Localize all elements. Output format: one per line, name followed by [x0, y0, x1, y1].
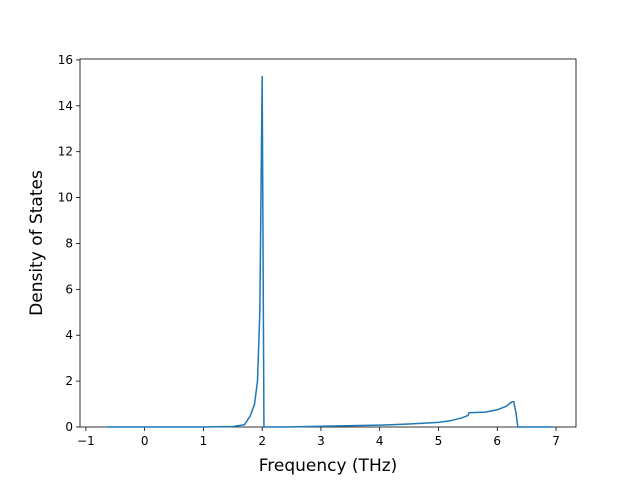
axes-frame: [79, 58, 577, 428]
y-tick-label: 6: [65, 282, 73, 296]
x-tick-label: 3: [317, 434, 325, 448]
y-tick-label: 16: [58, 53, 73, 67]
x-tick-label: 5: [435, 434, 443, 448]
x-tick-label: 0: [141, 434, 149, 448]
x-tick-label: 1: [200, 434, 208, 448]
y-tick-label: 4: [65, 328, 73, 342]
y-tick-label: 14: [58, 99, 73, 113]
x-tick-label: 4: [376, 434, 384, 448]
line-series: [106, 75, 554, 428]
y-tick-label: 8: [65, 236, 73, 250]
x-tick-label: 7: [552, 434, 560, 448]
x-tick-label: −1: [77, 434, 95, 448]
y-axis-label: Density of States: [27, 170, 47, 316]
y-tick-label: 10: [58, 191, 73, 205]
x-tick-label: 2: [258, 434, 266, 448]
y-tick-label: 12: [58, 145, 73, 159]
y-tick-label: 2: [65, 374, 73, 388]
x-tick-label: 6: [493, 434, 501, 448]
x-axis-label: Frequency (THz): [259, 456, 398, 476]
y-tick-label: 0: [65, 420, 73, 434]
